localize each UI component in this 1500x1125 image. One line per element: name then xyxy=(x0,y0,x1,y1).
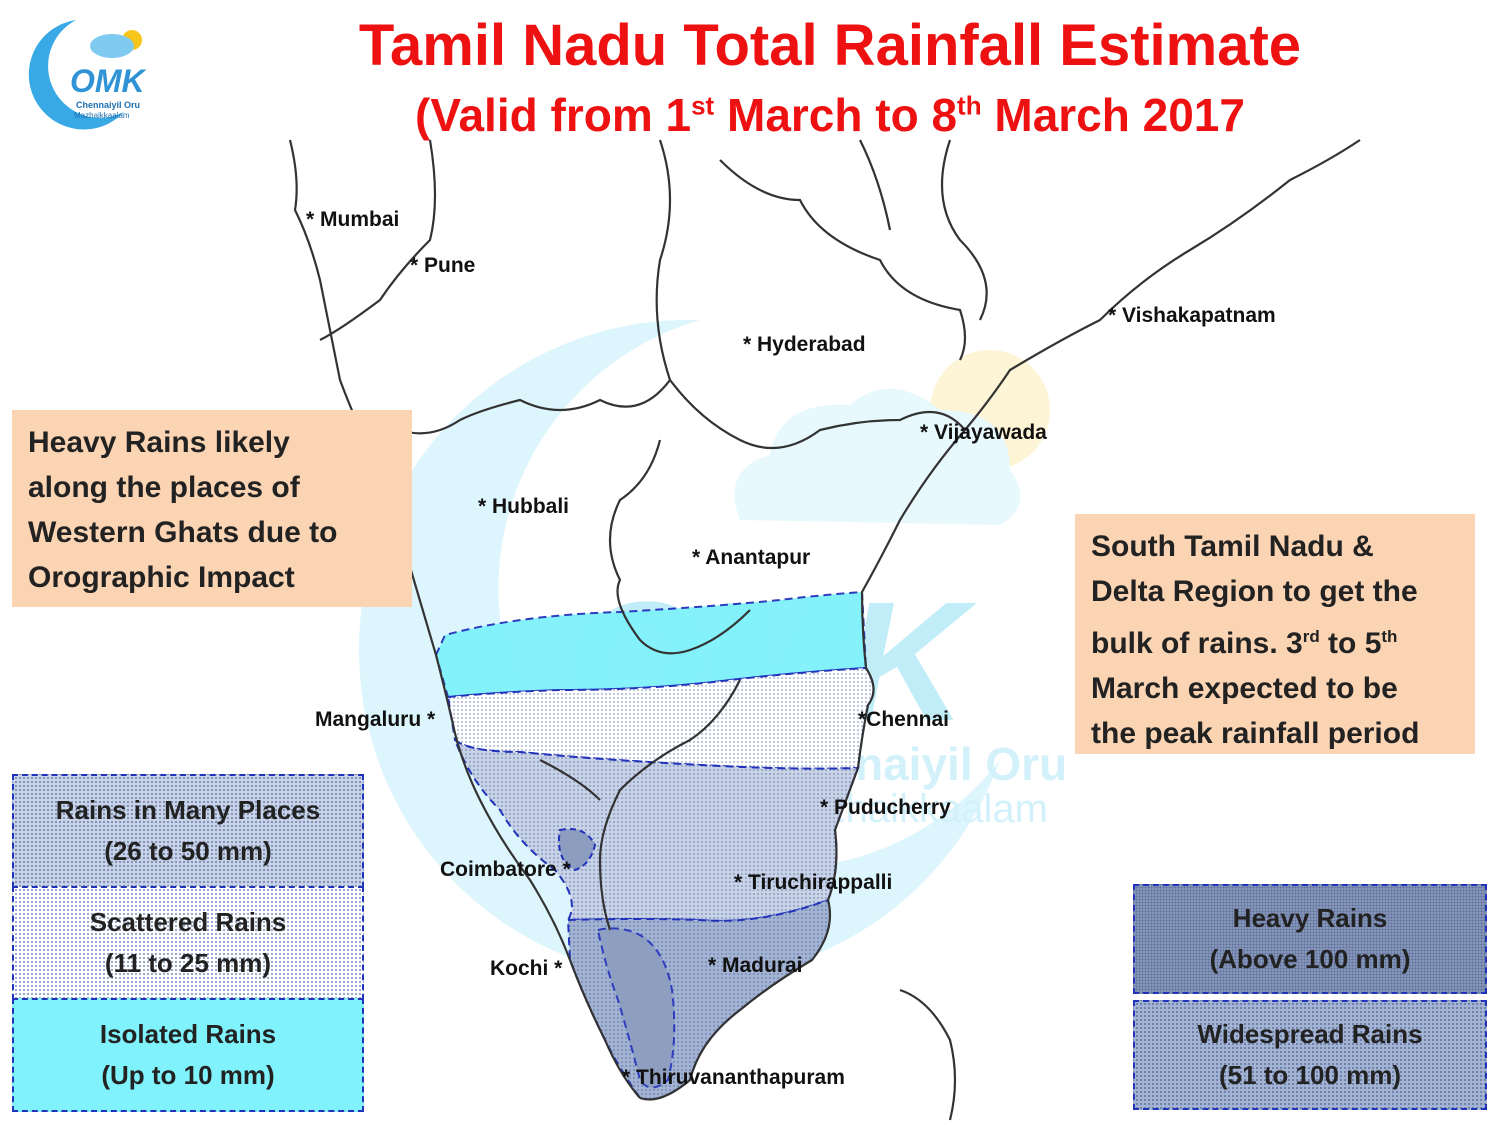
legend-scattered-rains: Scattered Rains (11 to 25 mm) xyxy=(12,886,364,1000)
city-chennai: *Chennai xyxy=(858,708,950,731)
city-thiruvananthapuram: * Thiruvananthapuram xyxy=(622,1066,845,1089)
cloud-logo-icon xyxy=(90,34,134,58)
legend-scattered-range: (11 to 25 mm) xyxy=(104,948,272,978)
state-border-7 xyxy=(859,139,892,231)
state-border-6 xyxy=(940,139,988,321)
subtitle-sup-2: th xyxy=(957,90,982,121)
note-west-line-1: Heavy Rains likely xyxy=(28,426,290,459)
note-east-line-4: March expected to be xyxy=(1091,672,1398,705)
legend-many-places: Rains in Many Places (26 to 50 mm) xyxy=(12,774,364,888)
legend-heavy-rains: Heavy Rains (Above 100 mm) xyxy=(1133,884,1487,994)
note-east-line-3: bulk of rains. 3rd to 5th xyxy=(1091,614,1459,666)
watermark-cloud-icon xyxy=(734,388,1021,525)
note-east-line-2: Delta Region to get the xyxy=(1091,575,1418,608)
note-east-line-3-prefix: bulk of rains. 3 xyxy=(1091,627,1303,660)
crescent-logo-icon xyxy=(28,20,124,130)
legend-widespread-range: (51 to 100 mm) xyxy=(1218,1060,1402,1090)
note-western-ghats: Heavy Rains likely along the places of W… xyxy=(12,410,412,607)
legend-widespread-label: Widespread Rains xyxy=(1197,1019,1423,1049)
logo-subtitle-1: Chennaiyil Oru xyxy=(76,100,140,110)
west-coastline xyxy=(288,139,641,1099)
city-tiruchirappalli: * Tiruchirappalli xyxy=(734,871,893,894)
legend-isolated-rains: Isolated Rains (Up to 10 mm) xyxy=(12,998,364,1112)
state-border-4 xyxy=(669,379,966,450)
city-coimbatore: Coimbatore * xyxy=(440,858,571,881)
sri-lanka-coast xyxy=(899,988,957,1121)
page-subtitle: (Valid from 1st March to 8th March 2017 xyxy=(200,88,1460,142)
city-pune: * Pune xyxy=(410,254,476,277)
legend-isolated-range: (Up to 10 mm) xyxy=(101,1060,275,1090)
legend-many-range: (26 to 50 mm) xyxy=(104,836,272,866)
city-vishakapatnam: * Vishakapatnam xyxy=(1108,304,1276,327)
city-hyderabad: * Hyderabad xyxy=(743,333,866,356)
logo-subtitle-2: Mazhaikkaalam xyxy=(74,111,130,120)
note-west-line-2: along the places of xyxy=(28,471,300,504)
city-puducherry: * Puducherry xyxy=(820,796,951,819)
state-border-5 xyxy=(608,439,751,655)
state-border-2 xyxy=(399,139,672,435)
city-vijayawada: * Vijayawada xyxy=(920,421,1047,444)
city-mumbai: * Mumbai xyxy=(306,208,400,231)
note-south-tamil-nadu: South Tamil Nadu & Delta Region to get t… xyxy=(1075,514,1475,754)
logo-text: OMK xyxy=(70,63,148,99)
legend-isolated-label: Isolated Rains xyxy=(99,1019,277,1049)
city-mangaluru: Mangaluru * xyxy=(315,708,436,731)
note-east-line-1: South Tamil Nadu & xyxy=(1091,530,1374,563)
map-outlines xyxy=(288,139,1361,1121)
zone-many-places xyxy=(452,736,860,922)
zone-heavy-nilgiris xyxy=(558,828,597,872)
state-border-10 xyxy=(598,859,612,931)
note-east-line-3-mid: to 5 xyxy=(1319,627,1382,660)
legend-many-label: Rains in Many Places xyxy=(55,795,321,825)
east-coastline xyxy=(639,139,1361,1101)
state-border-8 xyxy=(598,679,741,861)
subtitle-suffix: March 2017 xyxy=(981,89,1245,141)
legend-heavy-label: Heavy Rains xyxy=(1232,903,1388,933)
state-border-3 xyxy=(719,159,967,361)
city-hubbali: * Hubbali xyxy=(478,495,570,518)
state-border-1 xyxy=(319,139,437,341)
subtitle-sup-1: st xyxy=(691,90,715,121)
note-west-line-4: Orographic Impact xyxy=(28,561,295,594)
city-anantapur: * Anantapur xyxy=(692,546,811,569)
state-border-9 xyxy=(539,759,601,801)
note-east-sup-2: th xyxy=(1381,627,1398,646)
omk-logo: OMK Chennaiyil Oru Mazhaikkaalam xyxy=(14,12,154,132)
subtitle-prefix: (Valid from 1 xyxy=(415,89,692,141)
note-west-line-3: Western Ghats due to xyxy=(28,516,338,549)
subtitle-mid: March to 8 xyxy=(714,89,958,141)
page-title: Tamil Nadu Total Rainfall Estimate xyxy=(358,13,1302,78)
city-madurai: * Madurai xyxy=(708,954,803,977)
legend-widespread-rains: Widespread Rains (51 to 100 mm) xyxy=(1133,1000,1487,1110)
note-east-sup-1: rd xyxy=(1302,627,1320,646)
city-kochi: Kochi * xyxy=(490,957,563,980)
zone-heavy-rains xyxy=(596,927,676,1089)
legend-scattered-label: Scattered Rains xyxy=(89,907,287,937)
note-east-line-5: the peak rainfall period xyxy=(1091,717,1420,750)
watermark-sun-icon xyxy=(930,350,1050,470)
legend-heavy-range: (Above 100 mm) xyxy=(1209,944,1411,974)
